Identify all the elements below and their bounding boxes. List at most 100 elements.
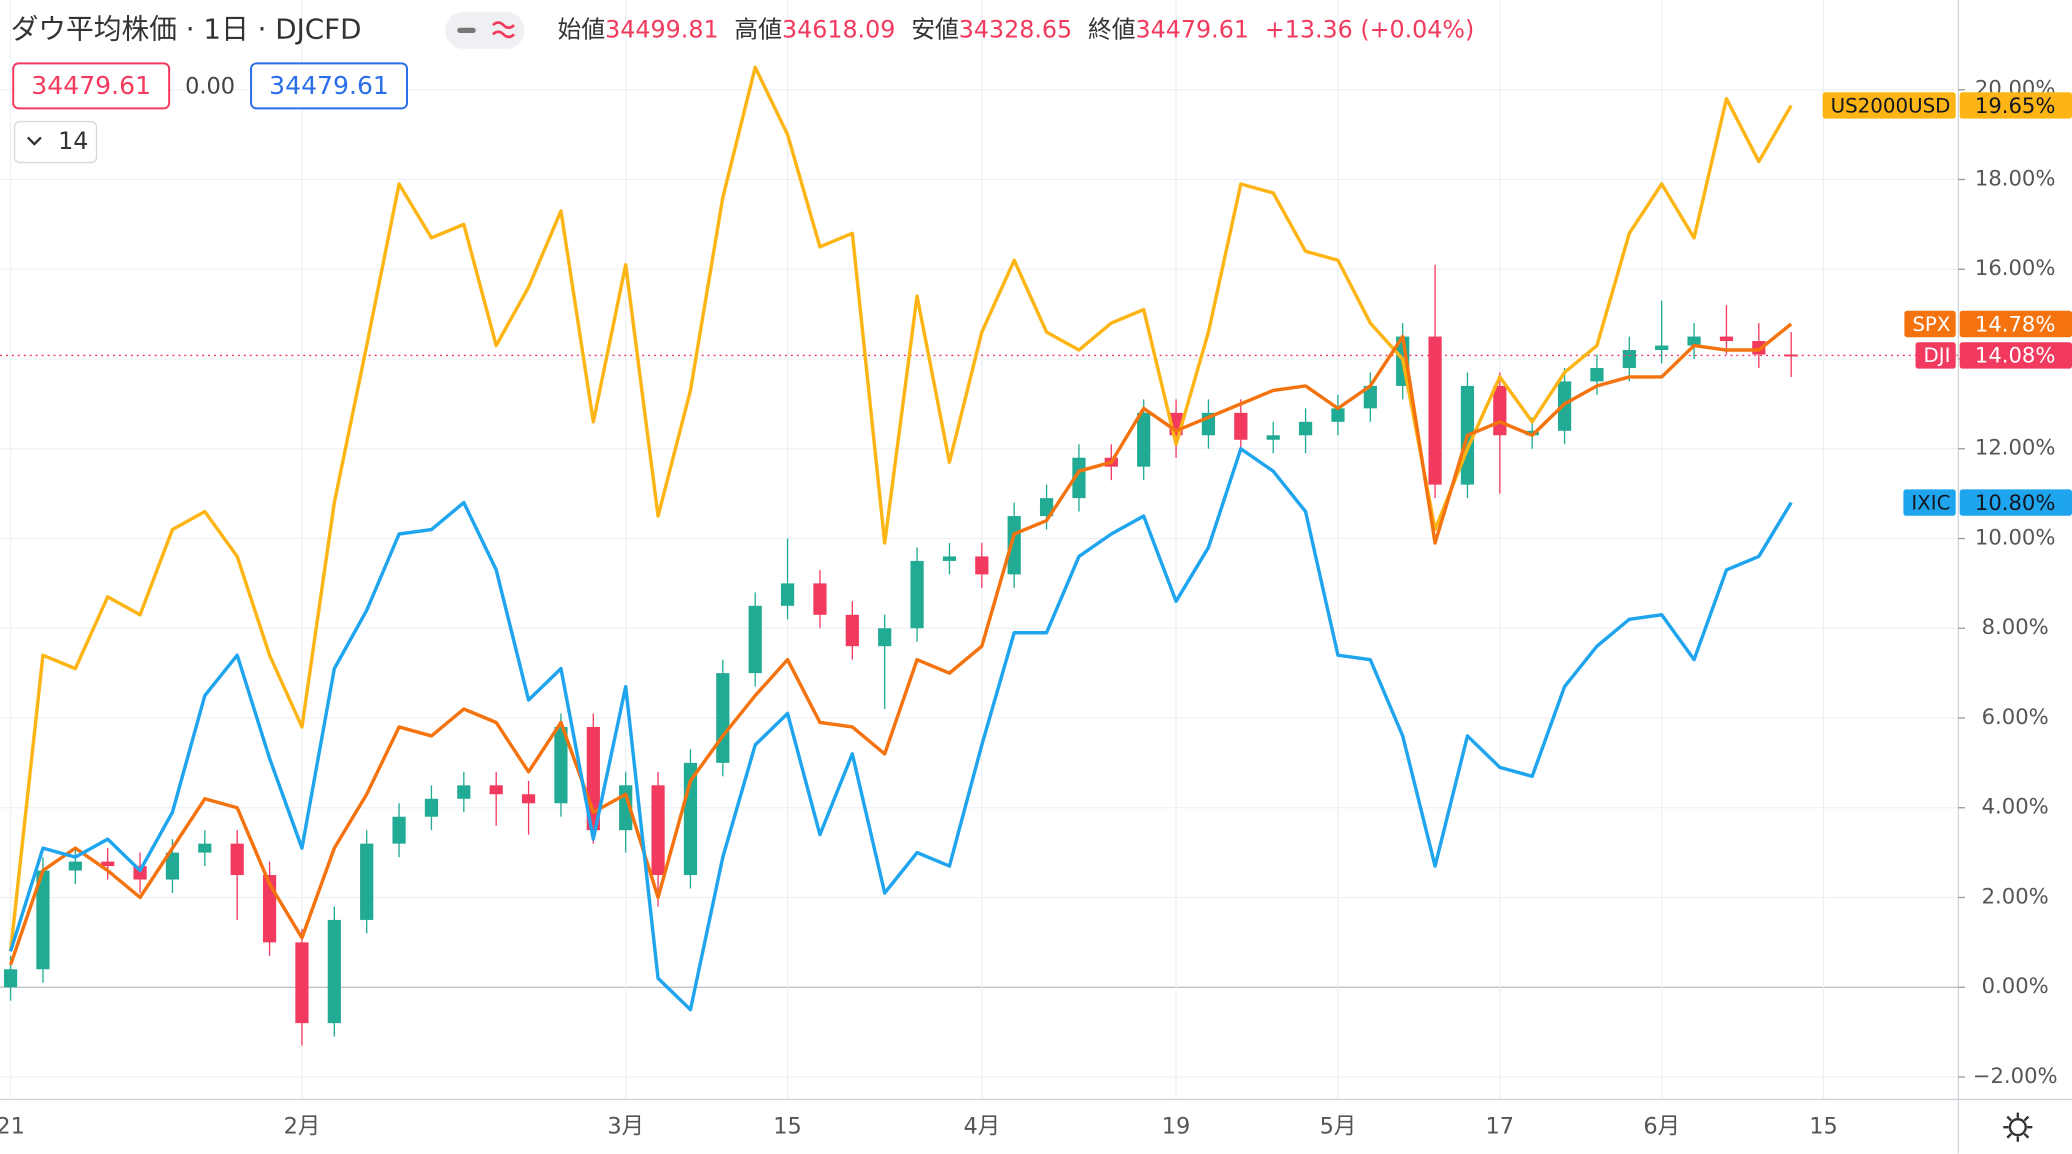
y-tick-label: 8.00% bbox=[1982, 614, 2049, 639]
candle-body bbox=[716, 673, 730, 763]
indicator-toggle[interactable] bbox=[13, 120, 98, 164]
x-tick-label: 15 bbox=[773, 1114, 802, 1140]
last-value-label: 14.78% bbox=[1975, 311, 2056, 336]
y-tick-label: −2.00% bbox=[1973, 1063, 2058, 1088]
candle-body bbox=[1234, 412, 1248, 440]
compare-toggle[interactable] bbox=[445, 11, 525, 49]
last-value-box bbox=[1959, 342, 2072, 369]
last-value-box bbox=[1959, 489, 2072, 516]
x-tick-label: 4月 bbox=[963, 1114, 1000, 1140]
ask-box[interactable] bbox=[250, 62, 408, 110]
bid-box[interactable] bbox=[12, 62, 171, 110]
axes: −2.00% 0.00% 2.00% 4.00% 6.00% 8.00% 10.00% 12.… bbox=[0, 76, 2058, 1140]
ohlc-label: 高値 bbox=[734, 15, 782, 43]
series-name-box bbox=[1903, 489, 1956, 516]
symbol-title[interactable]: ダウ平均株価 · 1日 · DJCFD bbox=[11, 12, 362, 45]
candle-body bbox=[1298, 421, 1313, 436]
last-value-label: 14.08% bbox=[1975, 343, 2056, 368]
series-line bbox=[8, 447, 1793, 1012]
series-labels: US2000USD 19.65% SPX 14.78% IXIC 10.80% DJI 14.… bbox=[1822, 92, 2072, 516]
ohlc-value: 34618.09 bbox=[782, 15, 895, 43]
candle-body bbox=[101, 861, 115, 867]
series-name-box bbox=[1915, 342, 1956, 369]
series-line bbox=[8, 322, 1793, 966]
ohlc-label: 終値 bbox=[1088, 15, 1136, 43]
candle-body bbox=[780, 583, 795, 606]
candle-body bbox=[878, 628, 892, 647]
candle-body bbox=[910, 560, 924, 629]
ohlc-value: 34499.81 bbox=[605, 15, 718, 43]
last-value-label: 19.65% bbox=[1975, 93, 2056, 118]
indicator-count: 14 bbox=[58, 127, 88, 155]
y-tick-label: 12.00% bbox=[1975, 435, 2056, 460]
ohlc-row: 始値34499.81 高値34618.09 安値34328.65 終値34479.61… bbox=[558, 15, 1475, 43]
candle-body bbox=[457, 785, 471, 799]
candle-body bbox=[1687, 336, 1701, 346]
settings-button[interactable] bbox=[2003, 1112, 2033, 1142]
y-tick-label: 18.00% bbox=[1975, 165, 2056, 190]
y-tick-label: 6.00% bbox=[1982, 704, 2049, 729]
series-name-box bbox=[1822, 92, 1956, 119]
bid-price: 34479.61 bbox=[31, 71, 151, 100]
candle-body bbox=[845, 614, 859, 647]
y-tick-label: 2.00% bbox=[1982, 883, 2049, 908]
header: ダウ平均株価 · 1日 · DJCFD 始値34499.81 高値34618.09… bbox=[11, 11, 1475, 164]
candle-body bbox=[1493, 385, 1507, 436]
series-name: US2000USD bbox=[1831, 94, 1951, 117]
candle-body bbox=[1331, 408, 1345, 422]
x-tick-label: 21 bbox=[0, 1114, 25, 1140]
y-tick-label: 0.00% bbox=[1982, 973, 2049, 998]
candle-body bbox=[554, 726, 568, 804]
candle-body bbox=[489, 785, 503, 795]
y-tick-label: 4.00% bbox=[1982, 794, 2049, 819]
candle-body bbox=[748, 605, 762, 674]
candle-body bbox=[1428, 336, 1442, 485]
ask-price: 34479.61 bbox=[269, 71, 389, 100]
ohlc-label: 始値 bbox=[558, 15, 606, 43]
candle-body bbox=[1590, 367, 1604, 382]
ohlc-label: 安値 bbox=[911, 15, 959, 43]
candle-body bbox=[1719, 336, 1734, 342]
candle-body bbox=[1266, 435, 1280, 440]
candle-body bbox=[1622, 350, 1636, 368]
x-tick-label: 3月 bbox=[607, 1114, 644, 1140]
x-tick-label: 17 bbox=[1486, 1114, 1515, 1140]
grid bbox=[0, 0, 1959, 1100]
candle-body bbox=[295, 942, 309, 1024]
candle-body bbox=[327, 919, 341, 1024]
candle-body bbox=[424, 798, 439, 817]
x-tick-label: 6月 bbox=[1643, 1114, 1680, 1140]
candle-body bbox=[1655, 345, 1669, 351]
x-tick-label: 15 bbox=[1809, 1114, 1838, 1140]
gear-ring bbox=[2008, 1118, 2027, 1137]
series-name: IXIC bbox=[1911, 491, 1950, 514]
candle-body bbox=[230, 843, 244, 876]
candle-body bbox=[942, 556, 957, 561]
last-value-label: 10.80% bbox=[1975, 490, 2056, 515]
ohlc-value: 34328.65 bbox=[959, 15, 1072, 43]
x-tick-label: 2月 bbox=[284, 1114, 321, 1140]
candle-body bbox=[360, 843, 374, 920]
gear-spokes bbox=[2003, 1112, 2033, 1142]
candle-body bbox=[813, 583, 827, 615]
series-name: SPX bbox=[1912, 313, 1950, 336]
candle-body bbox=[521, 794, 536, 804]
candle-body bbox=[3, 969, 18, 988]
candle-body bbox=[975, 556, 989, 575]
chevron bbox=[26, 136, 42, 146]
candle-body bbox=[1039, 498, 1054, 517]
candle-body bbox=[392, 816, 406, 844]
candle-body bbox=[36, 870, 50, 970]
series-name-box bbox=[1904, 310, 1956, 338]
candle-body bbox=[1007, 516, 1021, 575]
candle-body bbox=[1072, 457, 1086, 499]
candle-body bbox=[198, 843, 212, 853]
ohlc-value: 34479.61 bbox=[1136, 15, 1249, 43]
candle-body bbox=[651, 785, 665, 876]
x-tick-label: 19 bbox=[1162, 1114, 1191, 1140]
plot-area bbox=[0, 65, 1959, 1046]
candle-body bbox=[1137, 412, 1151, 467]
change: +13.36 (+0.04%) bbox=[1265, 15, 1474, 43]
